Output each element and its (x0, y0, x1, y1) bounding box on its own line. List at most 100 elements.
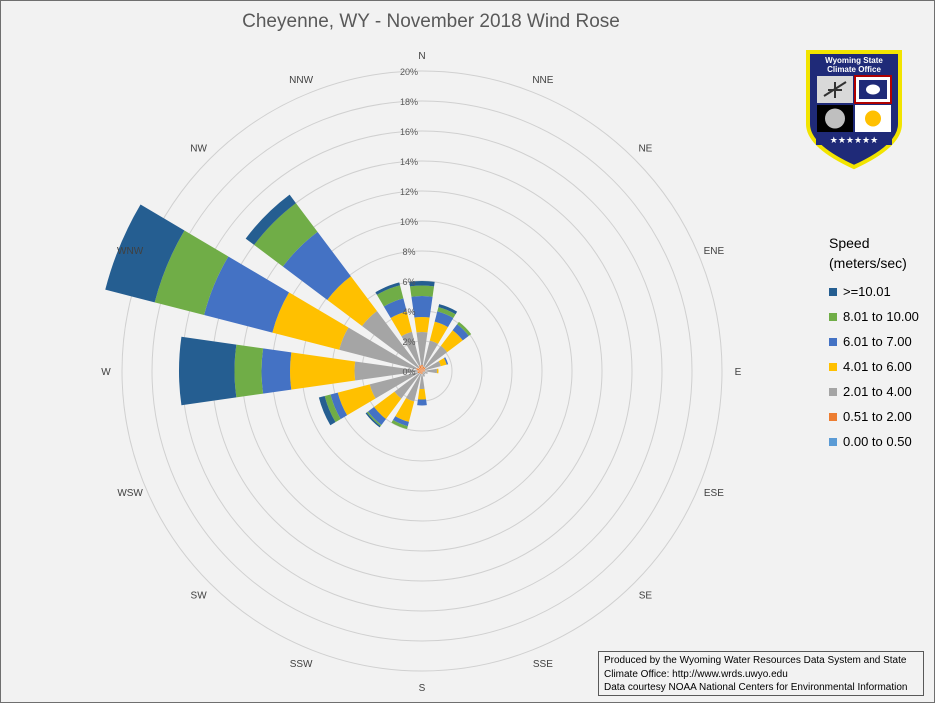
rose-bar-nw (245, 194, 296, 245)
grid-ring (151, 100, 693, 642)
rose-bar-s (417, 388, 427, 400)
legend-label: 0.51 to 2.00 (843, 409, 912, 424)
radial-tick-label: 18% (400, 97, 418, 107)
rose-bar-nw (254, 203, 318, 267)
legend-title-units: (meters/sec) (829, 255, 907, 271)
legend-items: >=10.01 8.01 to 10.00 6.01 to 7.00 4.01 to … (829, 279, 934, 454)
radial-tick-label: 0% (402, 367, 415, 377)
legend-swatch (829, 412, 837, 421)
legend-item: 4.01 to 6.00 (829, 354, 934, 379)
rose-bar-wnw (339, 327, 417, 370)
rose-bar-ene (443, 357, 449, 365)
rose-bar-wnw (154, 230, 229, 316)
rose-bar-nw (282, 231, 351, 300)
legend-item: 0.51 to 2.00 (829, 404, 934, 429)
rose-bar-e (424, 368, 437, 374)
rose-bar-n (416, 332, 428, 366)
rose-bar-ssw (420, 371, 422, 374)
legend-label: 0.00 to 0.50 (843, 434, 912, 449)
legend-swatch (829, 337, 837, 346)
radial-tick-label: 16% (400, 127, 418, 137)
direction-label-sse: SSE (533, 659, 553, 670)
rose-bar-n (409, 281, 435, 287)
legend-item: 6.01 to 7.00 (829, 329, 934, 354)
direction-label-ssw: SSW (290, 659, 313, 670)
rose-bar-wsw (324, 394, 341, 423)
rose-bar-s (419, 373, 425, 390)
rose-bar-ene (424, 361, 441, 371)
direction-label-s: S (419, 683, 426, 694)
rose-bar-wnw (272, 292, 349, 350)
legend-item: 2.01 to 4.00 (829, 379, 934, 404)
credit-line-1: Produced by the Wyoming Water Resources … (604, 655, 907, 666)
rose-bar-sw (419, 371, 422, 374)
legend-label: 2.01 to 4.00 (843, 384, 912, 399)
rose-bar-sw (374, 391, 402, 419)
rose-bar-ne (422, 367, 426, 371)
direction-label-nne: NNE (532, 75, 553, 86)
legend-label: 6.01 to 7.00 (843, 334, 912, 349)
rose-bar-sse (422, 372, 426, 377)
direction-label-se: SE (639, 590, 653, 601)
rose-bar-ne (424, 345, 448, 369)
rose-bar-nw (327, 276, 377, 326)
rose-bar-sw (366, 411, 382, 427)
rose-bar-sse (422, 371, 423, 373)
radial-tick-label: 12% (400, 187, 418, 197)
direction-label-ene: ENE (704, 246, 725, 257)
radial-tick-label: 14% (400, 157, 418, 167)
legend-title: Speed (meters/sec) (829, 233, 934, 273)
credit-line-2: Climate Office: http://www.wrds.uwyo.edu (604, 668, 788, 680)
rose-bar-ene (438, 358, 447, 367)
legend-swatch (829, 437, 837, 446)
rose-bar-s (417, 399, 427, 406)
radial-tick-label: 6% (402, 277, 415, 287)
legend-item: 0.00 to 0.50 (829, 429, 934, 454)
rose-bar-sw (368, 407, 386, 425)
direction-label-ne: NE (638, 144, 652, 155)
rose-bar-n (409, 285, 435, 297)
rose-bar-wsw (318, 395, 336, 426)
rose-bar-ssw (392, 416, 409, 427)
direction-label-n: N (418, 51, 425, 62)
rose-bar-wsw (337, 384, 376, 416)
legend-swatch (829, 287, 837, 296)
credit-line-3: Data courtesy NOAA National Centers for … (604, 682, 908, 693)
direction-label-e: E (735, 367, 742, 378)
rose-bar-nne (423, 340, 439, 368)
rose-bar-nw (362, 311, 420, 369)
rose-bar-wsw (330, 392, 348, 420)
direction-label-nw: NW (190, 144, 207, 155)
legend-label: 8.01 to 10.00 (843, 309, 919, 324)
legend-item: 8.01 to 10.00 (829, 304, 934, 329)
legend-label: >=10.01 (843, 284, 891, 299)
legend: Speed (meters/sec) >=10.01 8.01 to 10.00 6… (829, 233, 934, 454)
legend-title-speed: Speed (829, 235, 870, 251)
radial-tick-labels: 0% 2% 4% 6% 8% 10% 12% 14% 16% 18% 20% (400, 67, 418, 377)
rose-bar-s (421, 371, 423, 374)
logo-text-line1: Wyoming State (825, 56, 883, 65)
legend-item: >=10.01 (829, 279, 934, 304)
state-climate-office-logo: Wyoming State Climate Office ★★★★★★ (806, 50, 902, 170)
rose-bar-wsw (369, 372, 419, 399)
rose-bar-ssw (391, 420, 408, 430)
direction-label-sw: SW (191, 590, 208, 601)
rose-bar-w (234, 344, 264, 398)
rose-bar-nne (434, 311, 454, 328)
rose-bar-ese (423, 371, 428, 375)
radial-tick-label: 10% (400, 217, 418, 227)
rose-bar-wsw (417, 371, 422, 374)
rose-bar-nnw (390, 311, 412, 337)
rose-bar-wnw (416, 367, 422, 371)
wind-rose-bars (105, 194, 472, 430)
rose-bar-w (178, 336, 237, 406)
rose-bar-ese (422, 371, 424, 372)
rose-bar-w (417, 370, 422, 372)
rose-bar-sw (365, 412, 381, 428)
legend-swatch (829, 387, 837, 396)
rose-bar-n (421, 364, 423, 371)
rose-bar-nnw (418, 365, 422, 371)
radial-tick-label: 4% (402, 307, 415, 317)
